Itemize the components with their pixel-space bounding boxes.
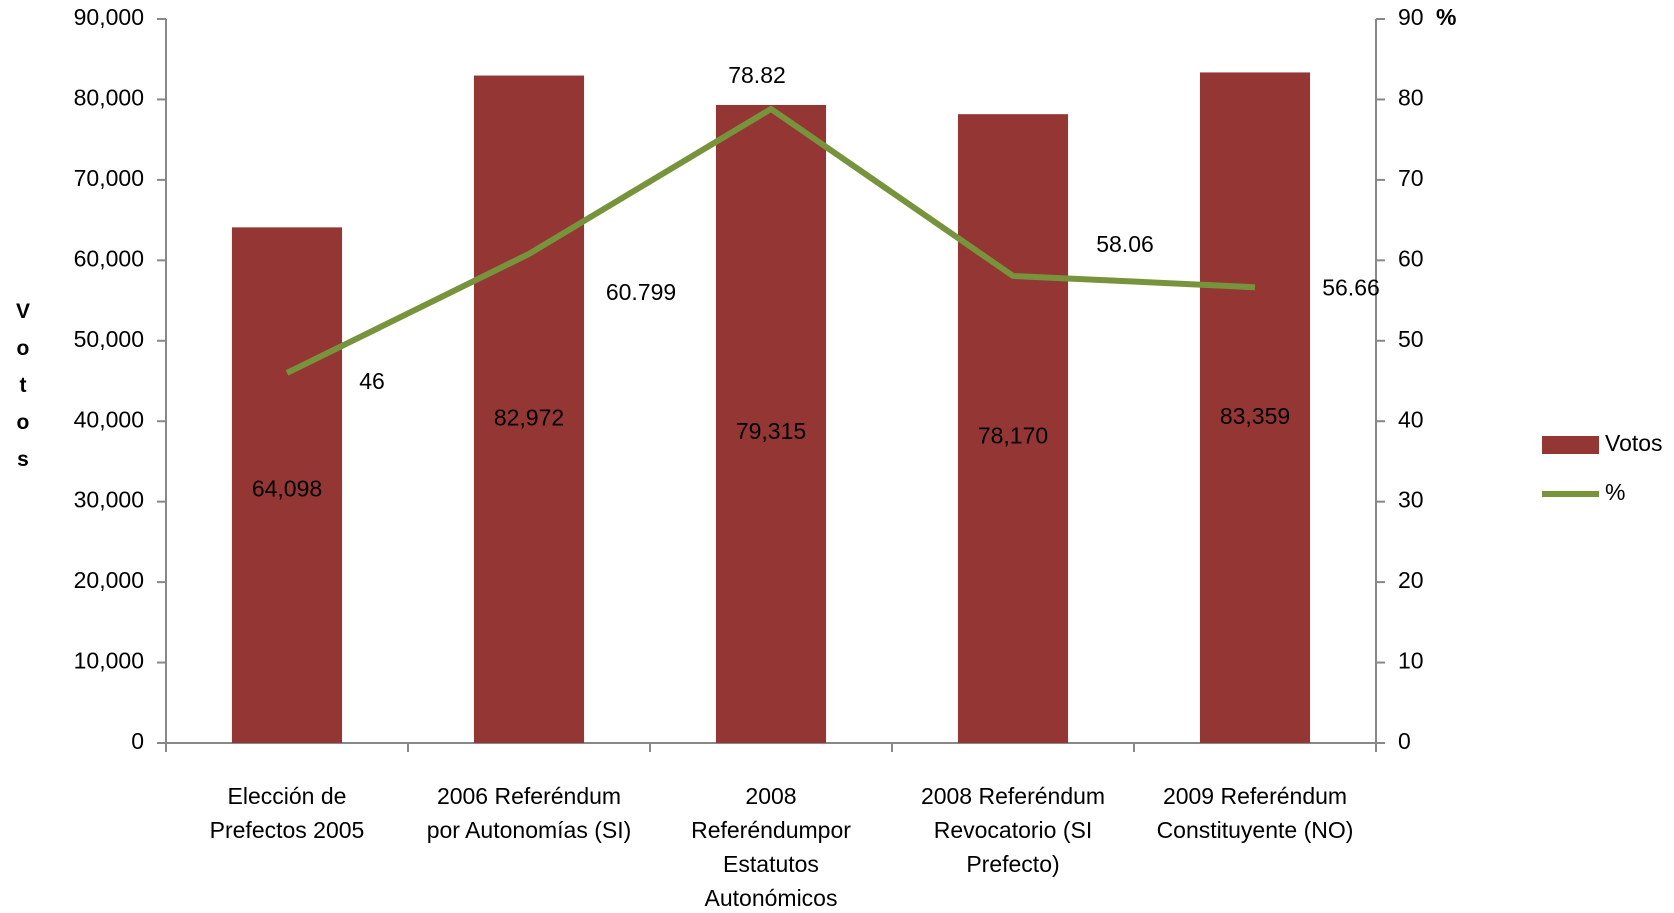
y-tick-label: 10,000 <box>74 648 144 674</box>
y-tick-label: 0 <box>131 728 144 754</box>
bar-value-label: 82,972 <box>494 404 564 430</box>
bar-value-label: 64,098 <box>252 476 322 502</box>
bar <box>473 75 585 743</box>
y2-tick-label: 10 <box>1398 648 1424 674</box>
bar <box>957 114 1069 744</box>
y-axis-label: Votos <box>11 300 34 485</box>
y-tick-label: 70,000 <box>74 165 144 191</box>
bar <box>231 227 343 744</box>
y2-tick-label: 40 <box>1398 406 1424 432</box>
bar-value-label: 83,359 <box>1220 403 1290 429</box>
x-tick-label: 2008 Referéndum Revocatorio (SI Prefecto) <box>921 783 1105 877</box>
line-value-label: 78.82 <box>728 62 786 88</box>
y2-tick-label: 20 <box>1398 567 1424 593</box>
line-value-label: 58.06 <box>1096 231 1154 257</box>
bar-value-label: 79,315 <box>736 418 806 444</box>
y2-axis-label: % <box>1436 4 1456 30</box>
line-value-label: 46 <box>359 368 385 394</box>
y2-tick-label: 80 <box>1398 85 1424 111</box>
y-tick-label: 30,000 <box>74 487 144 513</box>
x-tick-label: 2006 Referéndum por Autonomías (SI) <box>427 783 632 843</box>
y-tick-label: 90,000 <box>74 4 144 30</box>
y2-tick-label: 50 <box>1398 326 1424 352</box>
y2-tick-label: 60 <box>1398 245 1424 271</box>
y2-tick-label: 30 <box>1398 487 1424 513</box>
y2-tick-label: 90 <box>1398 4 1424 30</box>
line-value-label: 56.66 <box>1322 274 1380 300</box>
line <box>285 105 1256 376</box>
bar <box>715 104 827 743</box>
bar-value-label: 78,170 <box>978 423 1048 449</box>
legend-label: % <box>1605 479 1625 505</box>
x-tick-label: Elección de Prefectos 2005 <box>210 783 365 843</box>
bar <box>1199 72 1311 743</box>
x-tick-label: 2009 Referéndum Constituyente (NO) <box>1157 783 1354 843</box>
y-tick-label: 80,000 <box>74 85 144 111</box>
line-value-label: 60.799 <box>606 279 676 305</box>
y2-tick-label: 70 <box>1398 165 1424 191</box>
y-tick-label: 50,000 <box>74 326 144 352</box>
y-tick-label: 40,000 <box>74 406 144 432</box>
legend-label: Votos <box>1605 430 1663 456</box>
y-tick-label: 20,000 <box>74 567 144 593</box>
y2-tick-label: 0 <box>1398 728 1411 754</box>
y-tick-label: 60,000 <box>74 245 144 271</box>
x-tick-label: 2008 Referéndumpor Estatutos Autonómicos <box>691 783 851 911</box>
legend-swatch <box>1542 436 1599 454</box>
